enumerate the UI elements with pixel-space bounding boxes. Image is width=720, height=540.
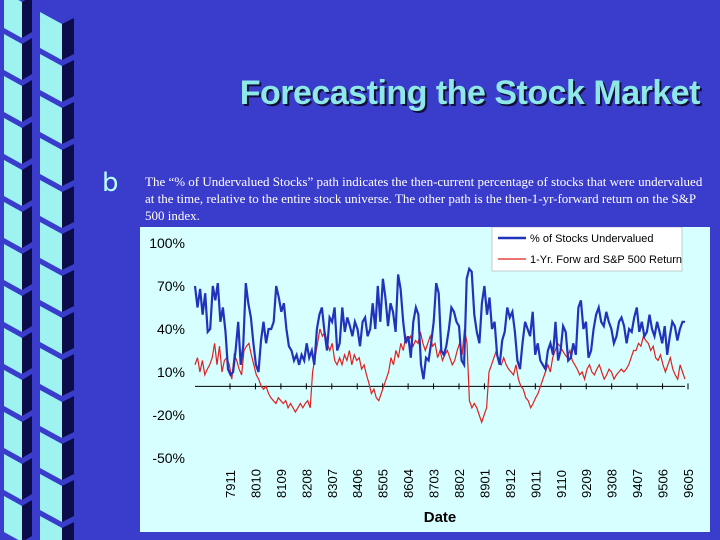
y-axis-ticks: 100% 70% 40% 10% -20% -50% [149, 235, 185, 466]
bullet-b-icon: b [102, 168, 119, 198]
stripe-segment-left [4, 454, 22, 500]
x-tick-label: 9407 [630, 469, 645, 498]
x-tick-label: 8010 [248, 469, 263, 498]
x-tick-label: 8901 [477, 469, 492, 498]
x-tick-label: 9506 [656, 469, 671, 498]
x-tick-label: 8109 [274, 469, 289, 498]
stripe-segment-right [40, 12, 62, 60]
stripe-segment-left [4, 496, 22, 540]
decorative-side-stripe [4, 0, 74, 540]
x-tick-label: 8307 [325, 469, 340, 498]
stripe-segment-left [4, 160, 22, 206]
stripe-segment-shadow [22, 500, 32, 540]
stripe-segment-shadow [62, 270, 74, 312]
x-axis-label: Date [424, 509, 457, 526]
x-tick-label: 8703 [427, 469, 442, 498]
stripe-segment-left [4, 34, 22, 80]
stripe-segment-shadow [22, 206, 32, 248]
stripe-segment-shadow [62, 396, 74, 438]
x-tick-label: 7911 [223, 470, 238, 498]
slide-title: Forecasting the Stock Market [239, 74, 701, 112]
stripe-segment-right [40, 138, 62, 186]
x-tick-label: 8406 [350, 469, 365, 498]
stripe-segment-shadow [22, 164, 32, 206]
x-tick-label: 8912 [503, 469, 518, 498]
legend-box [491, 227, 683, 272]
stripe-segment-right [40, 54, 62, 102]
y-tick-label: -20% [152, 407, 185, 423]
series-line-stocks-undervalued [193, 266, 685, 380]
stripe-segment-left [4, 370, 22, 416]
stripe-segment-right [40, 306, 62, 354]
stripe-segment-right [40, 390, 62, 438]
stripe-segment-shadow [62, 354, 74, 396]
x-axis-ticks: 7911 8010 8109 8208 8307 8406 8505 8604 8703 8802… [223, 383, 696, 498]
stripe-segment-shadow [22, 122, 32, 164]
x-tick-label: 8802 [452, 469, 467, 498]
x-tick-label: 9011 [528, 470, 543, 498]
stripe-segment-shadow [62, 60, 74, 102]
stripe-segment-right [40, 264, 62, 312]
stripe-segment-shadow [22, 248, 32, 290]
stripe-segment-left [4, 412, 22, 458]
stripe-segment-right [40, 180, 62, 228]
y-tick-label: 70% [157, 278, 185, 294]
y-tick-label: -50% [152, 450, 185, 466]
stripe-segment-shadow [62, 312, 74, 354]
stripe-segment-shadow [22, 0, 32, 38]
x-tick-label: 8505 [376, 469, 391, 498]
stripe-segment-right [40, 432, 62, 480]
stripe-segment-shadow [62, 186, 74, 228]
stripe-segment-left [4, 0, 22, 38]
x-tick-label: 9605 [681, 469, 696, 498]
y-tick-label: 100% [149, 235, 185, 251]
series-line-sp500-return [194, 328, 686, 425]
stripe-segment-left [4, 244, 22, 290]
stripe-segment-left [4, 286, 22, 332]
stripe-segment-right [40, 348, 62, 396]
stripe-segment-shadow [22, 458, 32, 500]
stripe-segment-shadow [62, 18, 74, 60]
stripe-segment-left [4, 76, 22, 122]
slide-body-text: The “% of Undervalued Stocks” path indic… [145, 174, 703, 223]
stripe-segment-right [40, 516, 62, 540]
stripe-segment-shadow [22, 332, 32, 374]
x-tick-label: 9308 [605, 469, 620, 498]
stripe-segment-left [4, 328, 22, 374]
x-tick-label: 9209 [579, 469, 594, 498]
chart-legend: % of Stocks Undervalued 1-Yr. Forw ard S… [491, 227, 683, 272]
chart-panel: 100% 70% 40% 10% -20% -50% 7911 8010 8109 8208 83… [140, 227, 710, 532]
stripe-segment-right [40, 474, 62, 522]
stripe-segment-right [40, 96, 62, 144]
legend-label-undervalued: % of Stocks Undervalued [530, 233, 654, 245]
x-tick-label: 9110 [554, 470, 569, 498]
y-tick-label: 40% [157, 321, 185, 337]
stripe-segment-shadow [22, 80, 32, 122]
chart-background [140, 227, 710, 532]
stripe-segment-shadow [62, 480, 74, 522]
stripe-segment-left [4, 118, 22, 164]
stripe-segment-shadow [62, 228, 74, 270]
y-tick-label: 10% [157, 364, 185, 380]
stripe-segment-shadow [22, 374, 32, 416]
stripe-segment-shadow [22, 38, 32, 80]
x-tick-label: 8208 [299, 469, 314, 498]
legend-label-sp500: 1-Yr. Forw ard S&P 500 Return [530, 254, 682, 266]
stripe-segment-shadow [62, 522, 74, 540]
x-tick-label: 8604 [401, 469, 416, 498]
stripe-segment-shadow [22, 290, 32, 332]
stripe-segment-left [4, 202, 22, 248]
stripe-segment-shadow [62, 102, 74, 144]
stripe-segment-shadow [62, 438, 74, 480]
stripe-segment-shadow [62, 144, 74, 186]
stripe-segment-shadow [22, 416, 32, 458]
stripe-segment-right [40, 222, 62, 270]
